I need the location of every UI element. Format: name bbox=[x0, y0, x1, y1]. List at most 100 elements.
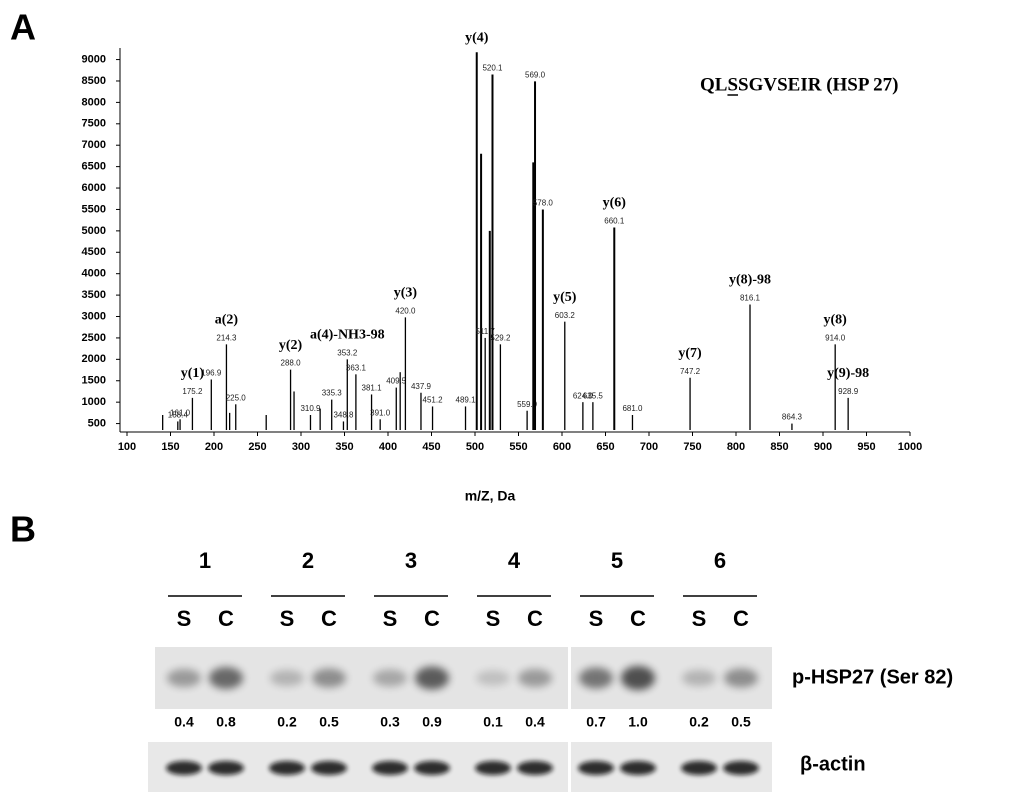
ion-label: y(8) bbox=[824, 313, 848, 328]
actin-band bbox=[475, 761, 511, 775]
ion-label: y(6) bbox=[603, 196, 627, 211]
y-tick-label: 8000 bbox=[82, 96, 106, 108]
quantification: 0.9 bbox=[422, 714, 442, 730]
sample-label: S bbox=[177, 606, 192, 631]
y-tick-label: 8500 bbox=[82, 75, 106, 87]
y-tick-label: 6000 bbox=[82, 182, 106, 194]
ion-label: a(2) bbox=[215, 313, 239, 328]
ion-label: y(4) bbox=[465, 31, 489, 46]
x-tick-label: 900 bbox=[814, 441, 832, 453]
actin-band bbox=[517, 761, 553, 775]
peak-label: 161.0 bbox=[170, 408, 191, 417]
peak-label: 864.3 bbox=[782, 413, 803, 422]
sample-label: C bbox=[321, 606, 337, 631]
peak-label: 489.1 bbox=[456, 396, 477, 405]
panel-label: A bbox=[10, 7, 36, 48]
x-tick-label: 600 bbox=[553, 441, 571, 453]
actin-band bbox=[414, 761, 450, 775]
blot-gap bbox=[568, 647, 571, 709]
peak-label: 635.5 bbox=[583, 391, 604, 400]
x-tick-label: 250 bbox=[248, 441, 266, 453]
actin-band bbox=[269, 761, 305, 775]
ion-label: y(7) bbox=[678, 346, 702, 361]
x-tick-label: 400 bbox=[379, 441, 397, 453]
actin-band bbox=[208, 761, 244, 775]
phospho-band bbox=[270, 670, 304, 686]
ion-label: y(5) bbox=[553, 290, 577, 305]
quantification: 0.1 bbox=[483, 714, 503, 730]
sample-label: S bbox=[692, 606, 707, 631]
actin-band bbox=[372, 761, 408, 775]
y-tick-label: 5500 bbox=[82, 203, 106, 215]
lane-number: 4 bbox=[508, 548, 521, 573]
lane-number: 5 bbox=[611, 548, 623, 573]
peak-label: 520.1 bbox=[482, 64, 503, 73]
peak-label: 914.0 bbox=[825, 333, 846, 342]
sample-label: S bbox=[589, 606, 604, 631]
sample-label: C bbox=[733, 606, 749, 631]
peak-label: 578.0 bbox=[533, 199, 554, 208]
peak-label: 363.1 bbox=[346, 363, 367, 372]
phospho-band bbox=[415, 666, 449, 690]
ion-label: y(3) bbox=[394, 286, 418, 301]
sample-label: S bbox=[486, 606, 501, 631]
peak-label: 624.0 bbox=[573, 391, 594, 400]
blot-strip bbox=[155, 647, 772, 709]
y-tick-label: 7500 bbox=[82, 118, 106, 130]
peak-label: 559.9 bbox=[517, 400, 538, 409]
quantification: 0.4 bbox=[174, 714, 194, 730]
y-tick-label: 1500 bbox=[82, 375, 106, 387]
blot-gap bbox=[568, 742, 571, 792]
y-tick-label: 5000 bbox=[82, 225, 106, 237]
ion-label: a(4)-NH3-98 bbox=[310, 328, 385, 343]
x-tick-label: 200 bbox=[205, 441, 223, 453]
phospho-band bbox=[621, 666, 655, 690]
sample-label: C bbox=[424, 606, 440, 631]
phospho-band bbox=[724, 668, 758, 688]
x-tick-label: 450 bbox=[422, 441, 440, 453]
phospho-band bbox=[682, 670, 716, 686]
quantification: 0.5 bbox=[731, 714, 751, 730]
y-tick-label: 4500 bbox=[82, 246, 106, 258]
chart-title: QLSSGVSEIR (HSP 27) bbox=[700, 74, 899, 95]
ion-label: y(8)-98 bbox=[729, 273, 771, 288]
actin-band bbox=[166, 761, 202, 775]
y-tick-label: 500 bbox=[88, 417, 106, 429]
sample-label: S bbox=[383, 606, 398, 631]
actin-band bbox=[620, 761, 656, 775]
peak-label: 175.2 bbox=[182, 387, 203, 396]
row-label: p-HSP27 (Ser 82) bbox=[792, 666, 953, 688]
quantification: 0.2 bbox=[689, 714, 709, 730]
peak-label: 529.2 bbox=[490, 333, 511, 342]
phospho-band bbox=[373, 669, 407, 687]
x-tick-label: 550 bbox=[509, 441, 527, 453]
y-tick-label: 3000 bbox=[82, 310, 106, 322]
phospho-band bbox=[579, 667, 613, 689]
y-tick-label: 3500 bbox=[82, 289, 106, 301]
actin-band bbox=[681, 761, 717, 775]
panel-label: B bbox=[10, 509, 36, 550]
peak-label: 451.2 bbox=[423, 396, 444, 405]
quantification: 0.7 bbox=[586, 714, 606, 730]
sample-label: C bbox=[218, 606, 234, 631]
peak-label: 816.1 bbox=[740, 294, 761, 303]
x-tick-label: 500 bbox=[466, 441, 484, 453]
peak-label: 310.9 bbox=[300, 404, 321, 413]
peak-label: 214.3 bbox=[216, 333, 237, 342]
ion-label: y(9)-98 bbox=[827, 366, 869, 381]
x-axis-label: m/Z, Da bbox=[465, 488, 516, 504]
x-tick-label: 850 bbox=[770, 441, 788, 453]
actin-band bbox=[311, 761, 347, 775]
phospho-band bbox=[312, 668, 346, 688]
peak-label: 225.0 bbox=[226, 393, 247, 402]
y-tick-label: 2000 bbox=[82, 353, 106, 365]
y-tick-label: 7000 bbox=[82, 139, 106, 151]
x-tick-label: 750 bbox=[683, 441, 701, 453]
x-tick-label: 650 bbox=[596, 441, 614, 453]
sample-label: S bbox=[280, 606, 295, 631]
y-tick-label: 6500 bbox=[82, 161, 106, 173]
x-tick-label: 150 bbox=[161, 441, 179, 453]
lane-number: 1 bbox=[199, 548, 211, 573]
lane-number: 2 bbox=[302, 548, 314, 573]
